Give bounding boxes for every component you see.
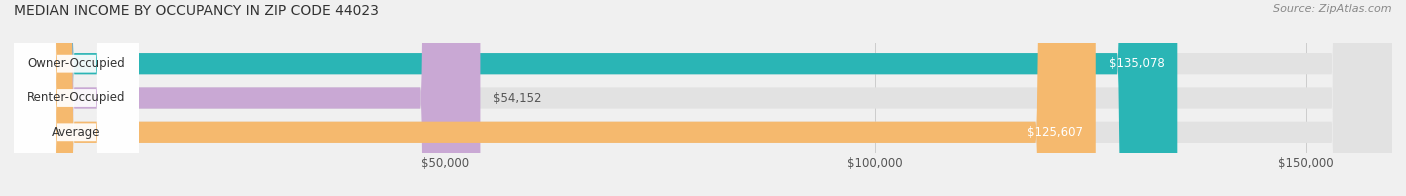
FancyBboxPatch shape	[14, 0, 1392, 196]
FancyBboxPatch shape	[14, 0, 481, 196]
Text: MEDIAN INCOME BY OCCUPANCY IN ZIP CODE 44023: MEDIAN INCOME BY OCCUPANCY IN ZIP CODE 4…	[14, 4, 380, 18]
FancyBboxPatch shape	[14, 0, 139, 196]
Text: Renter-Occupied: Renter-Occupied	[27, 92, 125, 104]
Text: Average: Average	[52, 126, 101, 139]
FancyBboxPatch shape	[14, 0, 1095, 196]
Text: Owner-Occupied: Owner-Occupied	[28, 57, 125, 70]
FancyBboxPatch shape	[14, 0, 139, 196]
Text: $125,607: $125,607	[1026, 126, 1083, 139]
Text: $54,152: $54,152	[494, 92, 541, 104]
FancyBboxPatch shape	[14, 0, 1392, 196]
Text: Source: ZipAtlas.com: Source: ZipAtlas.com	[1274, 4, 1392, 14]
Text: $135,078: $135,078	[1109, 57, 1164, 70]
FancyBboxPatch shape	[14, 0, 1177, 196]
FancyBboxPatch shape	[14, 0, 1392, 196]
FancyBboxPatch shape	[14, 0, 139, 196]
